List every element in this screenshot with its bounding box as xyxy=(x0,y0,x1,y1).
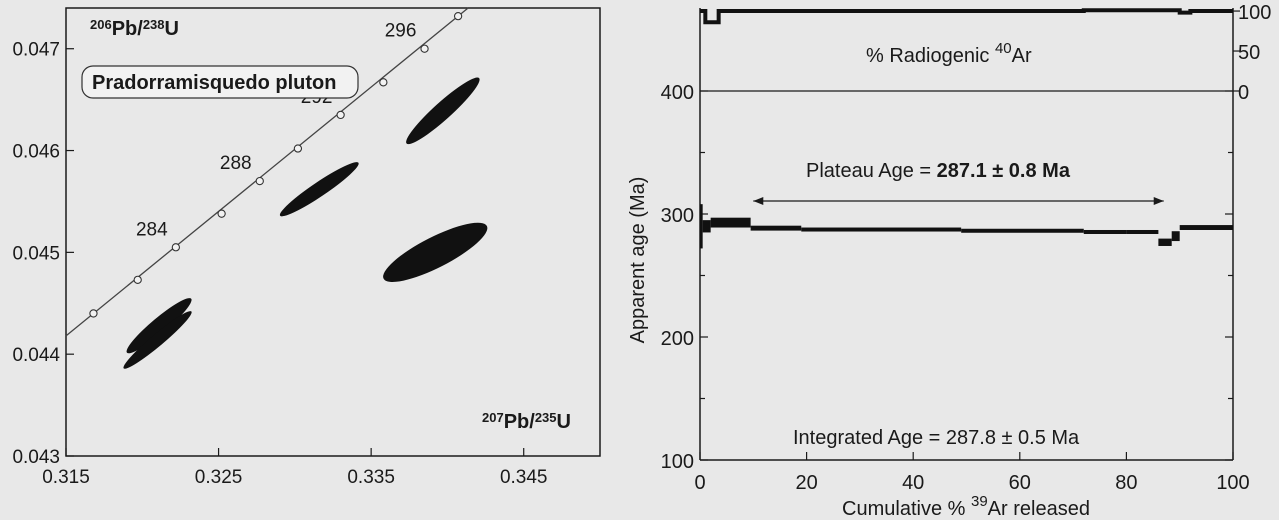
concordia-curve: 284288292296 xyxy=(65,7,469,337)
age-spectrum-plot-area xyxy=(700,8,1233,460)
concordia-y-ticks: 0.043 0.044 0.045 0.046 0.047 xyxy=(12,40,74,468)
age-y-tick-label: 300 xyxy=(661,205,694,227)
age-step xyxy=(1171,231,1180,242)
age-step xyxy=(750,225,802,231)
age-y-tick-label: 100 xyxy=(661,451,694,473)
age-step xyxy=(1126,229,1159,234)
concordia-x-axis-label: 207Pb/235U xyxy=(482,410,571,433)
concordia-age-marker xyxy=(89,309,98,318)
concordia-x-tick-label: 0.315 xyxy=(42,467,90,488)
concordia-age-marker xyxy=(453,11,463,21)
age-spectrum-steps xyxy=(700,204,1233,249)
concordia-age-marker xyxy=(217,209,226,218)
error-ellipse xyxy=(126,298,192,354)
error-ellipse xyxy=(383,222,488,282)
concordia-y-tick-label: 0.045 xyxy=(12,243,60,264)
age-step xyxy=(1179,225,1233,230)
age-x-tick-label: 20 xyxy=(795,472,817,494)
age-x-tick-label: 0 xyxy=(694,472,705,494)
concordia-y-tick-label: 0.047 xyxy=(12,40,60,61)
age-step xyxy=(961,228,1084,233)
plateau-age-label: Plateau Age = 287.1 ± 0.8 Ma xyxy=(806,160,1071,182)
age-y-tick-label: 400 xyxy=(661,82,694,104)
error-ellipse xyxy=(279,162,359,217)
age-x-axis-label: Cumulative % 39Ar released xyxy=(842,493,1090,520)
age-spectrum-panel: 0 20 40 60 80 100 100 200 300 400 100 50 0 % Radio… xyxy=(627,2,1271,520)
age-x-tick-label: 40 xyxy=(902,472,924,494)
radiogenic-tick-label: 100 xyxy=(1238,2,1271,24)
concordia-y-tick-label: 0.046 xyxy=(12,142,60,163)
age-step xyxy=(702,220,711,233)
concordia-age-marker xyxy=(336,110,345,120)
age-step xyxy=(801,227,962,232)
concordia-line xyxy=(65,7,469,337)
radiogenic-ticks: 100 50 0 xyxy=(1233,2,1271,104)
concordia-age-marker xyxy=(420,44,429,53)
age-y-axis-label: Apparent age (Ma) xyxy=(627,177,649,344)
error-ellipses xyxy=(123,77,488,369)
radiogenic-tick-label: 0 xyxy=(1238,82,1249,104)
age-x-tick-label: 100 xyxy=(1216,472,1249,494)
age-y-ticks: 100 200 300 400 xyxy=(661,82,1233,473)
plateau-arrow-head-left xyxy=(753,197,764,205)
concordia-age-label: 288 xyxy=(220,153,252,174)
pluton-label-box xyxy=(81,65,359,99)
radiogenic-label: % Radiogenic 40Ar xyxy=(866,40,1032,67)
concordia-y-tick-label: 0.043 xyxy=(12,447,60,468)
concordia-age-label: 296 xyxy=(385,21,417,42)
age-y-tick-label: 200 xyxy=(661,328,694,350)
age-x-tick-label: 60 xyxy=(1009,472,1031,494)
concordia-age-marker xyxy=(255,176,264,186)
concordia-x-tick-label: 0.345 xyxy=(500,467,548,488)
concordia-age-marker xyxy=(133,275,142,285)
error-ellipse xyxy=(406,77,480,145)
concordia-age-marker xyxy=(171,243,181,252)
radiogenic-line xyxy=(700,8,1233,25)
age-x-tick-label: 80 xyxy=(1115,472,1137,494)
concordia-age-label: 284 xyxy=(136,219,168,240)
error-ellipse xyxy=(123,311,192,369)
age-step xyxy=(700,204,703,249)
age-step xyxy=(1083,229,1127,234)
concordia-x-ticks: 0.315 0.325 0.335 0.345 xyxy=(42,448,547,488)
plateau-arrow-head-right xyxy=(1153,197,1164,205)
pluton-label: Pradorramisquedo pluton xyxy=(92,72,336,94)
integrated-age-label: Integrated Age = 287.8 ± 0.5 Ma xyxy=(793,427,1080,449)
radiogenic-steps xyxy=(700,8,1233,25)
plateau-arrow xyxy=(753,197,1164,205)
age-x-ticks: 0 20 40 60 80 100 xyxy=(694,452,1250,494)
age-step xyxy=(1158,238,1172,246)
concordia-x-tick-label: 0.325 xyxy=(195,467,243,488)
concordia-y-axis-label: 206Pb/238U xyxy=(90,17,179,40)
concordia-y-tick-label: 0.044 xyxy=(12,345,60,366)
concordia-x-tick-label: 0.335 xyxy=(347,467,395,488)
concordia-age-marker xyxy=(293,144,303,153)
concordia-age-marker xyxy=(379,78,388,87)
radiogenic-tick-label: 50 xyxy=(1238,42,1260,64)
concordia-panel: 0.315 0.325 0.335 0.345 0.0430.0440.0450.04… xyxy=(12,7,601,488)
age-step xyxy=(710,217,751,228)
